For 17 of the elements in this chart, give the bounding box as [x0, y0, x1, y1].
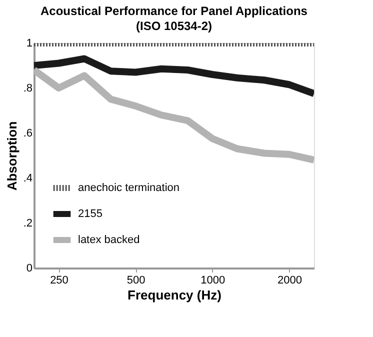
y-tick-label: .4: [23, 172, 32, 184]
y-tick-label: 0: [26, 262, 32, 274]
x-tick-label: 1000: [200, 274, 226, 286]
x-axis-title: Frequency (Hz): [128, 288, 222, 302]
legend-label: 2155: [78, 208, 102, 220]
y-tick-label: 1: [26, 38, 32, 50]
legend-label: latex backed: [78, 234, 140, 246]
y-tick-label: .6: [23, 128, 32, 140]
y-tick-label: .2: [23, 218, 32, 230]
x-tick-label: 2000: [278, 274, 302, 286]
x-tick-label: 500: [126, 274, 146, 286]
legend-label: anechoic termination: [78, 182, 180, 194]
chart-subtitle: (ISO 10534-2): [136, 19, 212, 33]
y-axis-title: Absorption: [4, 121, 20, 191]
chart-title: Acoustical Performance for Panel Applications: [40, 4, 308, 18]
x-tick-label: 250: [50, 274, 68, 286]
y-tick-label: .8: [23, 82, 32, 94]
